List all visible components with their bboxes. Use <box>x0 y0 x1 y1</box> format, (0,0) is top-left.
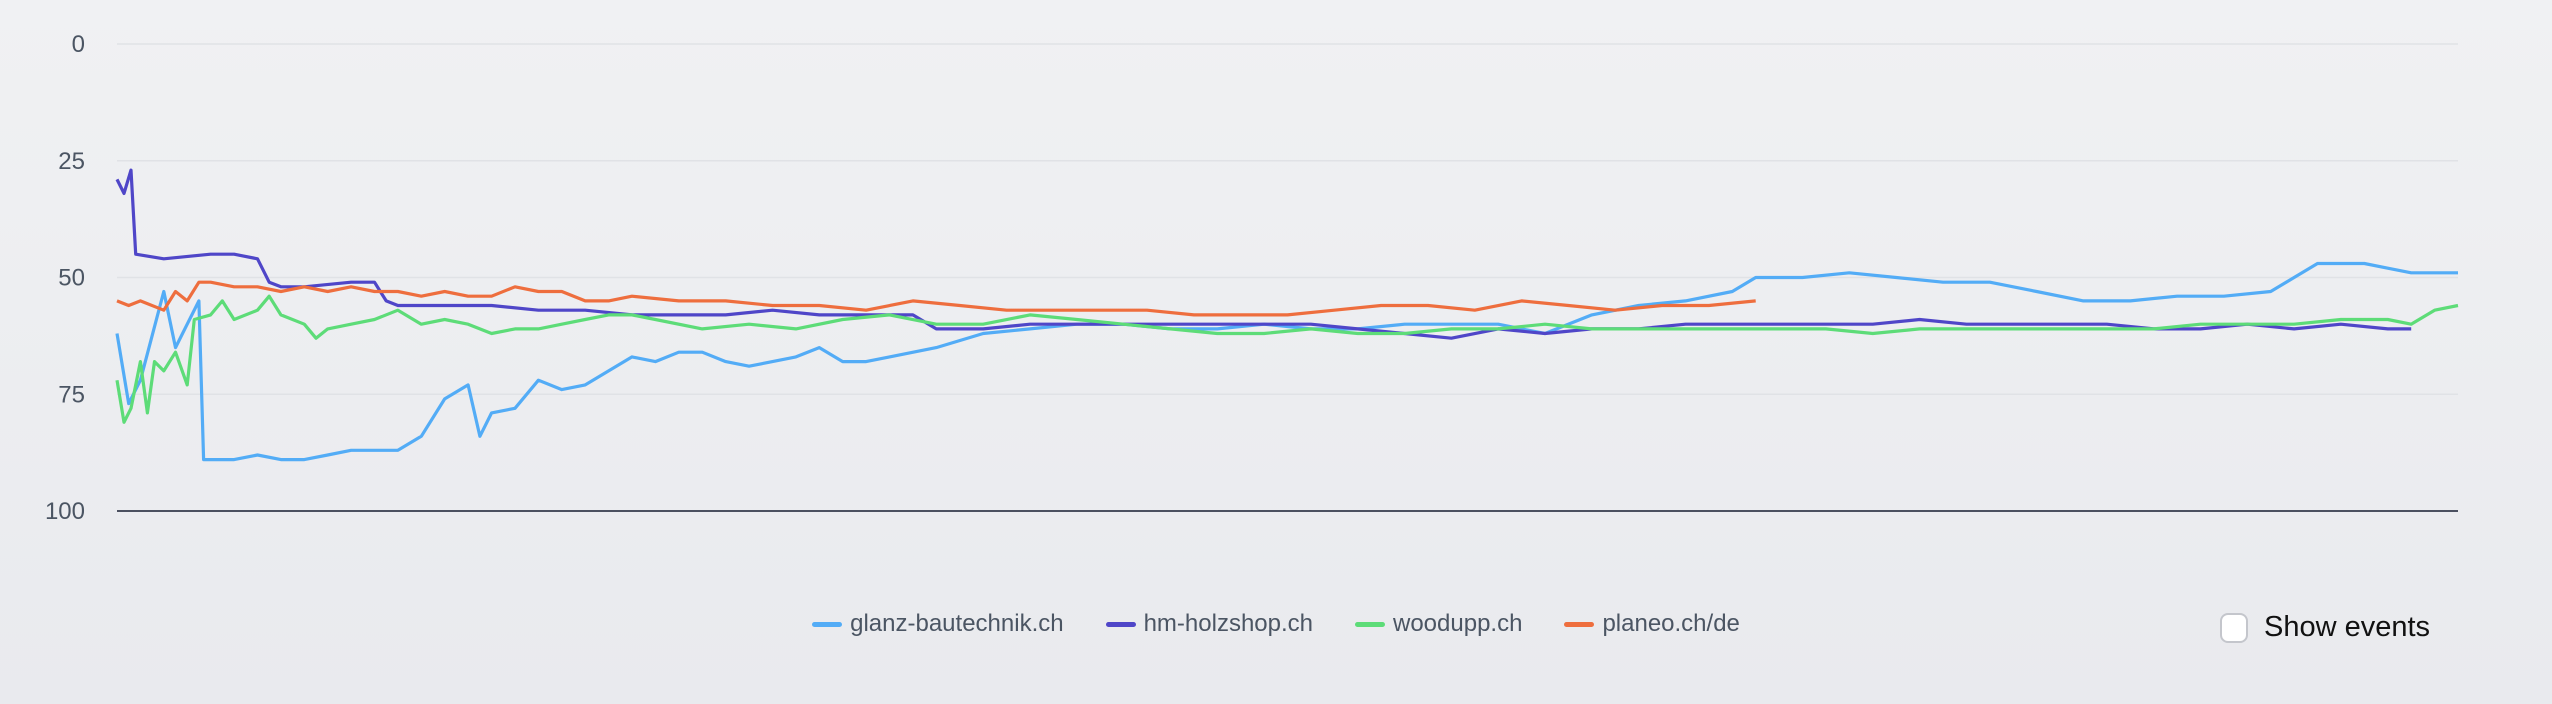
series-line-glanz-bautechnik-ch <box>115 261 2458 462</box>
show-events-label: Show events <box>2264 611 2431 643</box>
legend-item[interactable]: planeo.ch/de <box>1564 610 1740 638</box>
y-tick-label: 75 <box>58 381 85 408</box>
series-line-woodupp-ch <box>115 294 2459 424</box>
legend-label: woodupp.ch <box>1393 610 1523 637</box>
show-events-toggle[interactable]: Show events <box>2220 611 2430 644</box>
legend-swatch <box>1355 621 1385 627</box>
y-tick-label: 100 <box>45 498 85 525</box>
legend-item[interactable]: hm-holzshop.ch <box>1105 610 1313 638</box>
y-tick-label: 50 <box>58 265 85 292</box>
line-chart: 0 25 50 75 100 <box>45 31 2459 525</box>
legend-swatch <box>812 621 843 627</box>
y-tick-label: 0 <box>72 31 85 58</box>
chart-legend: glanz-bautechnik.ch hm-holzshop.ch woodupp… <box>0 610 2552 638</box>
y-tick-label: 25 <box>58 148 85 175</box>
legend-swatch <box>1564 621 1595 627</box>
show-events-checkbox[interactable] <box>2220 612 2248 643</box>
legend-swatch <box>1105 621 1136 627</box>
legend-label: glanz-bautechnik.ch <box>850 610 1064 637</box>
series-line-planeo-ch-de <box>116 280 1756 317</box>
legend-label: hm-holzshop.ch <box>1143 610 1313 637</box>
series-line-hm-holzshop-ch <box>115 168 2412 340</box>
legend-item[interactable]: glanz-bautechnik.ch <box>812 610 1064 638</box>
legend-label: planeo.ch/de <box>1602 610 1740 637</box>
legend-item[interactable]: woodupp.ch <box>1355 610 1522 638</box>
